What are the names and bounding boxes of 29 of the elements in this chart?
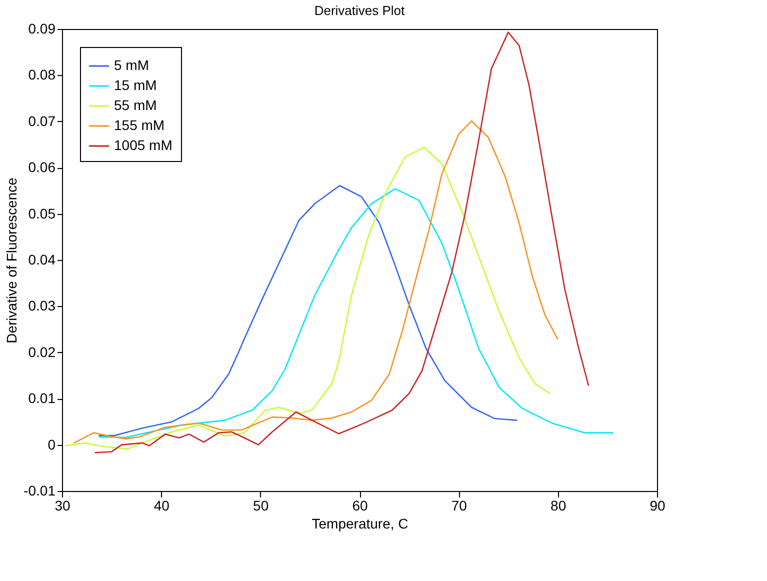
y-tick-label: 0.02	[28, 344, 56, 360]
y-tick-label: 0.09	[28, 20, 56, 36]
y-tick-label: 0.03	[28, 298, 56, 314]
legend-label: 15 mM	[114, 77, 157, 93]
y-tick-label: 0.07	[28, 112, 56, 129]
x-tick-label: 90	[650, 498, 666, 514]
line-series	[98, 188, 614, 438]
y-tick-label: 0	[48, 436, 56, 452]
y-tick-label: -0.01	[24, 482, 56, 498]
x-tick-label: 60	[352, 498, 368, 514]
x-tick-label: 30	[54, 498, 70, 514]
y-tick-label: 0.08	[28, 66, 56, 83]
legend-label: 55 mM	[114, 97, 157, 113]
x-tick-label: 70	[451, 498, 468, 514]
legend-label: 155 mM	[114, 117, 165, 133]
y-axis-title: Derivative of Fluorescence	[4, 177, 20, 344]
y-tick-label: 0.04	[28, 252, 56, 268]
line-series	[98, 184, 518, 436]
x-tick-label: 80	[550, 498, 566, 514]
x-axis-title: Temperature, C	[312, 516, 408, 532]
x-tick-label: 50	[253, 498, 269, 514]
legend-label: 1005 mM	[114, 137, 172, 153]
line-series	[94, 32, 590, 454]
y-tick-label: 0.06	[28, 159, 56, 176]
legend-label: 5 mM	[114, 57, 149, 73]
chart-title: Derivatives Plot	[314, 3, 406, 18]
y-tick-label: 0.05	[28, 205, 56, 222]
y-tick-label: 0.01	[28, 390, 56, 406]
x-tick-label: 40	[154, 498, 170, 514]
